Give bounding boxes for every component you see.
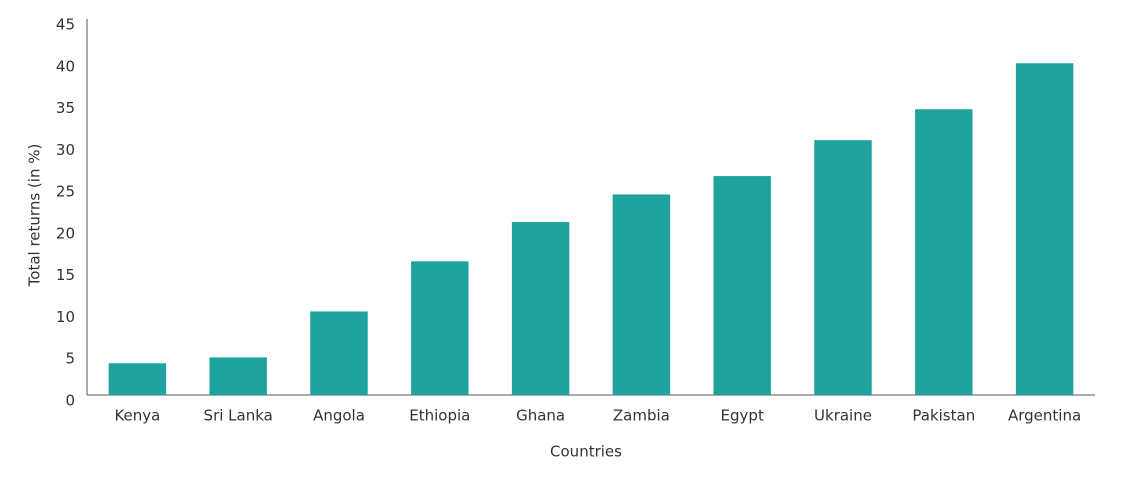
bar [713,176,771,395]
bar [310,311,368,395]
bar [915,109,973,396]
y-tick-label: 30 [56,141,75,159]
x-tick-label: Angola [313,407,365,425]
x-tick-label: Argentina [1008,407,1081,425]
x-axis-title: Countries [550,443,622,461]
x-tick-label: Pakistan [912,407,975,425]
bar [108,363,167,395]
x-tick-label: Kenya [114,407,160,425]
bar [1015,63,1074,395]
x-tick-label: Ethiopia [409,407,470,425]
y-tick-label: 0 [65,392,75,410]
y-tick-label: 25 [56,183,75,201]
y-tick-label: 5 [65,350,75,368]
bar [814,140,872,395]
bar [511,222,570,395]
bar [612,194,671,395]
bar [209,357,267,395]
x-tick-label: Ghana [516,407,565,425]
y-tick-label: 40 [56,57,75,75]
x-tick-label: Sri Lanka [204,407,273,425]
y-tick-label: 20 [56,224,75,242]
y-tick-label: 45 [56,16,75,34]
y-axis-title: Total returns (in %) [26,144,44,288]
x-tick-label: Egypt [721,407,764,425]
y-tick-label: 15 [56,266,75,284]
x-tick-label: Zambia [613,407,670,425]
bar [411,261,469,395]
x-tick-label: Ukraine [814,407,872,425]
y-tick-label: 35 [56,99,75,117]
y-tick-label: 10 [56,308,75,326]
